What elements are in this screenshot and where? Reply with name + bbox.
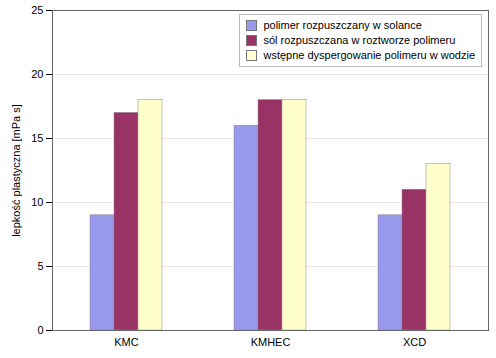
svg-text:25: 25: [31, 4, 43, 16]
svg-text:lepkość plastyczna [mPa s]: lepkość plastyczna [mPa s]: [10, 104, 22, 237]
svg-text:10: 10: [31, 196, 43, 208]
svg-text:15: 15: [31, 132, 43, 144]
svg-text:XCD: XCD: [403, 336, 426, 348]
html-text:polimer rozpuszczany w solance: polimer rozpuszczany w solance: [263, 19, 422, 31]
svg-text:0: 0: [37, 324, 43, 336]
svg-text:KMHEC: KMHEC: [251, 336, 291, 348]
html-text:sól rozpuszczana w roztworze p: sól rozpuszczana w roztworze polimeru: [263, 34, 456, 46]
svg-text:20: 20: [31, 68, 43, 80]
svg-text:5: 5: [37, 260, 43, 272]
svg-text:KMC: KMC: [114, 336, 139, 348]
html-text:wstępne dyspergowanie polimeru: wstępne dyspergowanie polimeru w wodzie: [263, 49, 475, 61]
